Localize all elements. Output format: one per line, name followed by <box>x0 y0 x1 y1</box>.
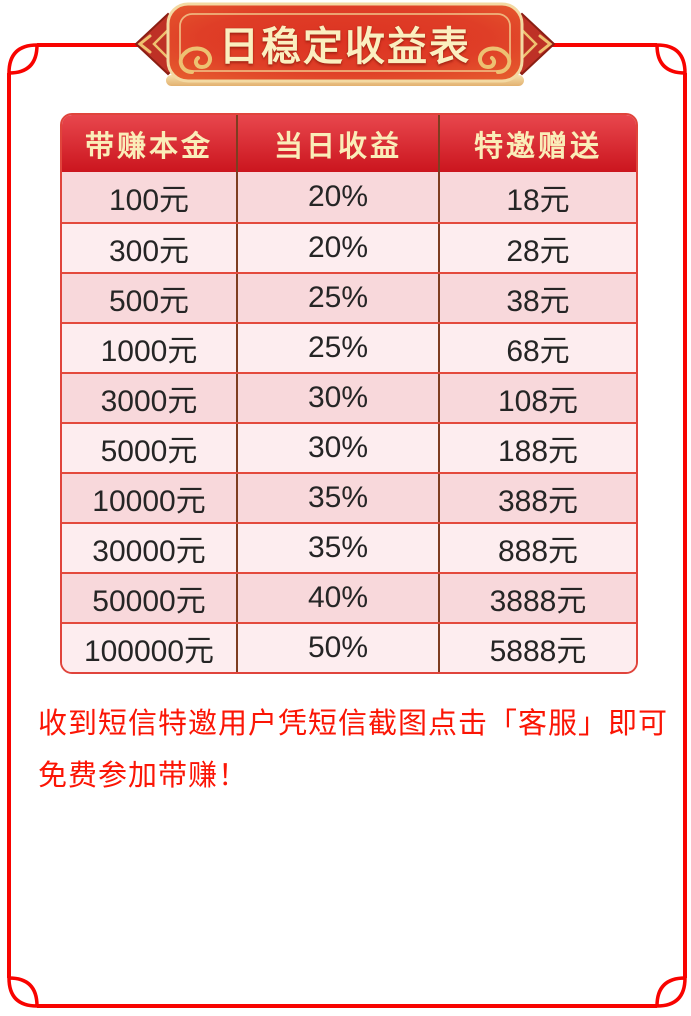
banner-inner-frame <box>179 13 511 72</box>
cell-invite-gift: 888元 <box>438 524 636 572</box>
banner-cloud-icons <box>178 46 512 74</box>
title-banner: 日稳定收益表 <box>130 0 560 92</box>
column-header-principal: 带赚本金 <box>84 130 213 163</box>
table-body: 100元 20% 18元 300元 20% 28元 500元 25% 38元 1… <box>62 172 636 672</box>
cell-daily-return: 40% <box>236 574 438 622</box>
footer-note: 收到短信特邀用户凭短信截图点击「客服」即可 免费参加带赚！ <box>38 698 668 802</box>
table-row: 100元 20% 18元 <box>62 172 636 222</box>
cell-daily-return: 20% <box>236 224 438 272</box>
table-row: 300元 20% 28元 <box>62 222 636 272</box>
table-row: 500元 25% 38元 <box>62 272 636 322</box>
cell-invite-gift: 108元 <box>438 374 636 422</box>
table-header-row: 带赚本金 当日收益 特邀赠送 <box>62 115 636 172</box>
cell-daily-return: 20% <box>236 172 438 222</box>
table-row: 10000元 35% 388元 <box>62 472 636 522</box>
cell-principal: 50000元 <box>92 585 206 618</box>
cell-daily-return: 25% <box>236 324 438 372</box>
cell-invite-gift: 5888元 <box>438 624 636 672</box>
cell-invite-gift: 68元 <box>438 324 636 372</box>
banner-body <box>166 2 524 83</box>
cell-daily-return: 30% <box>236 424 438 472</box>
cell-daily-return: 35% <box>236 474 438 522</box>
footer-line-1: 收到短信特邀用户凭短信截图点击「客服」即可 <box>38 708 669 740</box>
cell-principal: 3000元 <box>100 385 198 418</box>
income-table: 带赚本金 当日收益 特邀赠送 100元 20% 18元 300元 20% 28元… <box>60 113 638 674</box>
cell-invite-gift: 188元 <box>438 424 636 472</box>
cell-principal: 300元 <box>108 235 190 268</box>
table-row: 1000元 25% 68元 <box>62 322 636 372</box>
cell-principal: 30000元 <box>92 535 206 568</box>
cell-invite-gift: 3888元 <box>438 574 636 622</box>
cell-principal: 100元 <box>108 184 190 217</box>
table-row: 3000元 30% 108元 <box>62 372 636 422</box>
cell-daily-return: 30% <box>236 374 438 422</box>
table-row: 30000元 35% 888元 <box>62 522 636 572</box>
cell-principal: 10000元 <box>92 485 206 518</box>
cell-principal: 500元 <box>108 285 190 318</box>
table-row: 100000元 50% 5888元 <box>62 622 636 672</box>
cell-principal: 5000元 <box>100 435 198 468</box>
cell-invite-gift: 28元 <box>438 224 636 272</box>
table-row: 5000元 30% 188元 <box>62 422 636 472</box>
cell-daily-return: 25% <box>236 274 438 322</box>
column-header-daily-return: 当日收益 <box>236 115 438 172</box>
corner-leaf-icons <box>7 43 687 1008</box>
banner-ornament <box>134 2 556 86</box>
column-header-invite-gift: 特邀赠送 <box>438 115 636 172</box>
page-title: 日稳定收益表 <box>219 24 471 69</box>
cell-daily-return: 35% <box>236 524 438 572</box>
table-row: 50000元 40% 3888元 <box>62 572 636 622</box>
cell-invite-gift: 38元 <box>438 274 636 322</box>
cell-daily-return: 50% <box>236 624 438 672</box>
cell-principal: 100000元 <box>83 635 215 668</box>
footer-line-2: 免费参加带赚！ <box>38 760 249 792</box>
cell-principal: 1000元 <box>100 335 198 368</box>
cell-invite-gift: 18元 <box>438 172 636 222</box>
cell-invite-gift: 388元 <box>438 474 636 522</box>
